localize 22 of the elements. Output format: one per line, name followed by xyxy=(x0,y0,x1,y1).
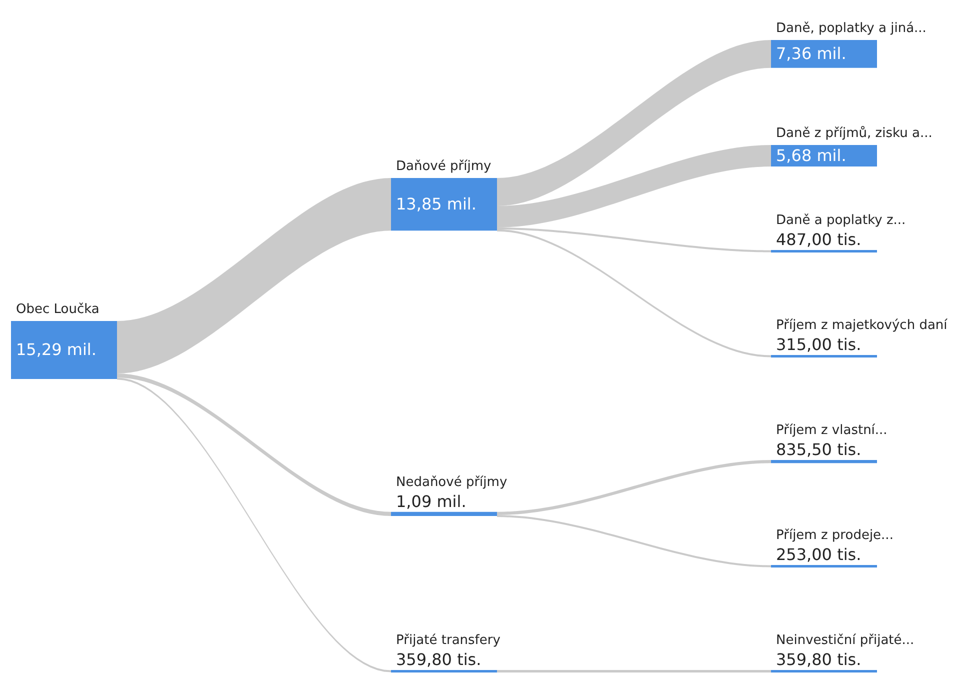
data-label: 5,68 mil. xyxy=(776,146,846,165)
data-label: 487,00 tis. xyxy=(776,230,862,249)
category-label: Přijaté transfery xyxy=(396,633,501,648)
category-label: Příjem z majetkových daní xyxy=(776,318,948,333)
category-label: Daňové příjmy xyxy=(396,159,492,174)
data-label: 253,00 tis. xyxy=(776,545,862,564)
category-label: Příjem z prodeje... xyxy=(776,528,894,543)
category-label: Příjem z vlastní... xyxy=(776,423,888,438)
data-label: 7,36 mil. xyxy=(776,44,846,63)
category-label: Nedaňové příjmy xyxy=(396,474,508,490)
data-label: 15,29 mil. xyxy=(16,340,96,359)
data-label: 1,09 mil. xyxy=(396,492,466,511)
data-label: 835,50 tis. xyxy=(776,440,862,459)
data-label: 359,80 tis. xyxy=(396,650,482,669)
data-label: 359,80 tis. xyxy=(776,650,862,669)
category-label: Neinvestiční přijaté... xyxy=(776,633,914,648)
category-label: Obec Loučka xyxy=(16,302,100,317)
category-label: Daně, poplatky a jiná... xyxy=(776,21,926,36)
category-label: Daně z příjmů, zisku a... xyxy=(776,125,932,141)
data-label: 315,00 tis. xyxy=(776,335,862,354)
data-label: 13,85 mil. xyxy=(396,194,476,214)
category-label: Daně a poplatky z... xyxy=(776,213,906,228)
